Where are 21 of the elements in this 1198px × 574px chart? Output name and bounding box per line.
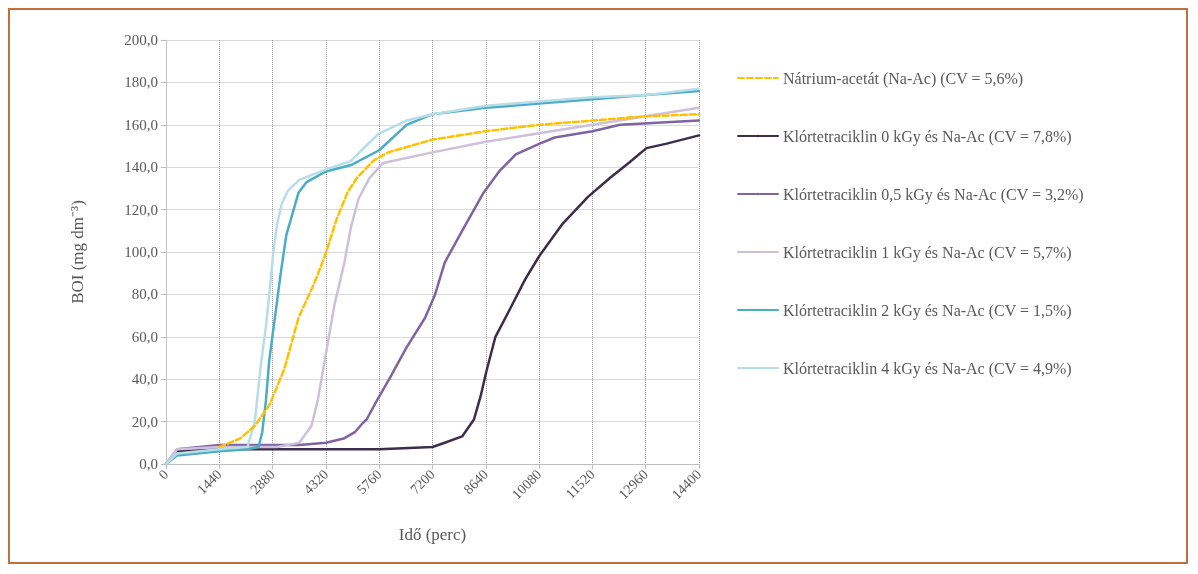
x-axis-title: Idő (perc) <box>398 525 467 544</box>
y-tick-label: 180,0 <box>124 74 158 91</box>
y-tick-label: 160,0 <box>124 116 158 133</box>
legend-label: Klórtetraciklin 0 kGy és Na-Ac (CV = 7,8%) <box>783 127 1072 146</box>
y-tick-label: 20,0 <box>131 413 158 430</box>
y-axis-title: BOI (mg dm⁻³) <box>68 200 87 304</box>
y-tick-label: 120,0 <box>124 201 158 218</box>
y-tick-label: 80,0 <box>131 286 158 303</box>
legend-label: Klórtetraciklin 4 kGy és Na-Ac (CV = 4,9%) <box>783 359 1072 378</box>
y-tick-label: 40,0 <box>131 371 158 388</box>
y-tick-label: 200,0 <box>124 32 158 48</box>
x-tick-label: 4320 <box>300 466 332 498</box>
legend-label: Klórtetraciklin 2 kGy és Na-Ac (CV = 1,5%) <box>783 301 1072 320</box>
legend-label: Klórtetraciklin 0,5 kGy és Na-Ac (CV = 3,2%) <box>783 185 1084 204</box>
y-tick-label: 100,0 <box>124 244 158 260</box>
y-tick-label: 0,0 <box>139 456 158 472</box>
legend-label: Nátrium-acetát (Na-Ac) (CV = 5,6%) <box>783 69 1024 88</box>
y-tick-label: 140,0 <box>124 159 158 176</box>
y-tick-label: 60,0 <box>131 328 158 345</box>
legend-label: Klórtetraciklin 1 kGy és Na-Ac (CV = 5,7%) <box>783 243 1072 262</box>
line-series <box>218 112 701 449</box>
